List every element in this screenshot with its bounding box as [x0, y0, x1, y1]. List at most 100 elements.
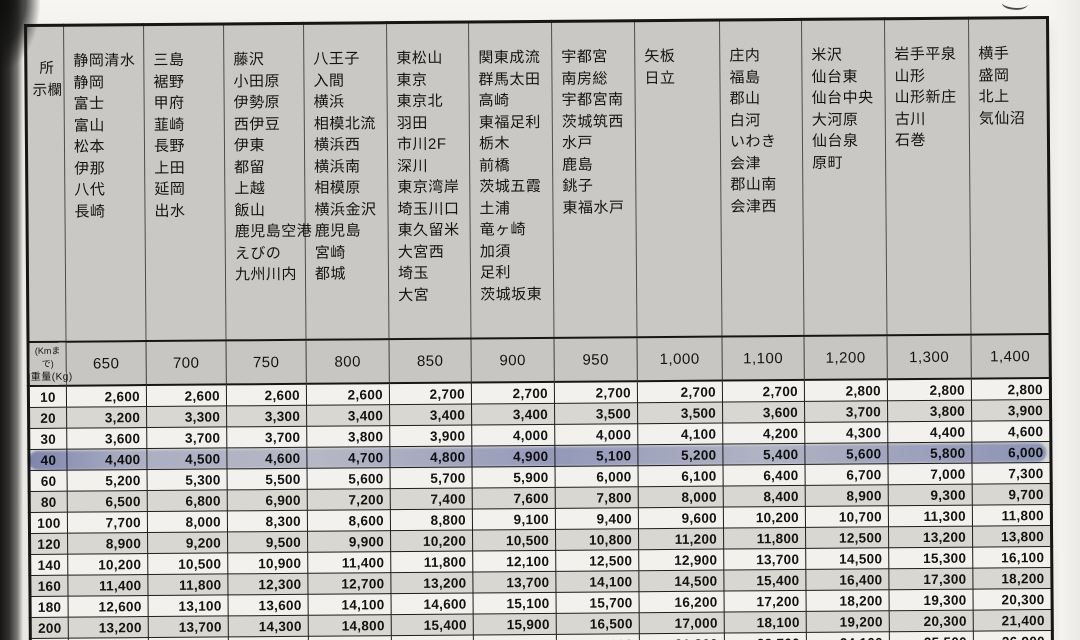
distance-header-cell: 950 — [553, 337, 638, 382]
rate-cell: 3,400 — [471, 403, 555, 426]
rate-cell: 12,600 — [68, 595, 149, 618]
distance-header-cell: 900 — [470, 337, 555, 383]
station-name: 静岡 — [73, 73, 105, 92]
rate-cell: 14,800 — [308, 614, 392, 637]
rate-cell: 9,900 — [307, 530, 391, 553]
station-name: 山形新庄 — [894, 88, 957, 107]
rate-cell: 7,200 — [307, 488, 391, 511]
rate-cell: 5,900 — [472, 466, 556, 489]
distance-header-cell: 800 — [306, 339, 390, 384]
station-column-0: 静岡清水 静岡 富士 富山 松本 伊那 八代 長崎 — [63, 24, 147, 342]
station-name: 茨城筑西 — [561, 112, 624, 131]
rate-cell: 2,700 — [389, 382, 472, 405]
distance-header-cell: 1,300 — [886, 334, 972, 380]
station-name: 上越 — [234, 180, 266, 198]
station-name: 横浜 — [313, 93, 345, 111]
station-name: 都留 — [234, 158, 266, 176]
rate-cell: 2,800 — [804, 379, 888, 402]
rate-cell: 15,400 — [391, 614, 474, 636]
rate-cell: 15,100 — [472, 592, 557, 615]
rate-cell: 5,200 — [637, 444, 724, 466]
rate-cell: 15,400 — [723, 569, 806, 592]
rate-cell: 9,400 — [555, 507, 639, 530]
rate-cell: 19,800 — [473, 634, 557, 640]
rate-cell: 3,400 — [389, 404, 472, 426]
rate-cell: 3,900 — [389, 425, 472, 447]
station-name: 埼玉 — [397, 264, 430, 283]
station-name: 福島 — [729, 68, 761, 86]
distance-header-cell: 1,100 — [721, 335, 805, 381]
rate-cell: 13,100 — [148, 594, 229, 617]
station-name: 足利 — [479, 264, 512, 282]
station-column-2: 藤沢 小田原 伊勢原 西伊豆 伊東 都留 上越 飯山 鹿児島空港 えびの 九州川内 — [223, 23, 313, 341]
distance-header-cell: 750 — [226, 339, 307, 385]
station-name: 米沢 — [811, 46, 843, 64]
station-name: 郡山南 — [730, 176, 777, 194]
rate-cell: 3,200 — [66, 406, 147, 429]
station-name: 三島 — [153, 51, 185, 69]
rate-cell: 7,700 — [67, 511, 148, 534]
rate-cell: 16,400 — [805, 568, 889, 591]
station-column-1: 三島 裾野 甲府 韮崎 長野 上田 延岡 出水 — [143, 23, 227, 342]
station-name: 裾野 — [153, 73, 185, 91]
weight-label-20: 20 — [28, 407, 67, 429]
rate-cell: 14,500 — [638, 570, 724, 592]
rate-cell: 18,200 — [972, 567, 1052, 590]
station-name: 九州川内 — [234, 265, 298, 284]
rate-cell: 17,000 — [639, 612, 725, 634]
rate-cell: 12,100 — [472, 550, 556, 573]
rate-cell: 20,300 — [972, 588, 1053, 611]
distance-header-cell: 1,200 — [803, 335, 888, 380]
rate-cell: 2,600 — [226, 383, 307, 406]
station-column-10: 岩手平泉 山形 山形新庄 古川 石巻 — [884, 18, 971, 336]
station-header-row: 所示欄 静岡清水 静岡 富士 富山 松本 伊那 八代 長崎 三島 裾野 甲府 韮崎 長野 上田 延岡 出水 藤沢小… — [25, 17, 1050, 342]
rate-cell: 19,100 — [391, 635, 474, 640]
rate-cell: 10,900 — [227, 552, 308, 574]
rate-cell: 7,000 — [887, 463, 973, 485]
station-name: 矢板 — [644, 47, 676, 66]
rate-cell: 3,500 — [554, 402, 638, 425]
rate-cell: 7,300 — [971, 462, 1052, 485]
station-name: 庄内 — [729, 47, 761, 65]
rate-cell: 10,700 — [805, 505, 889, 528]
station-name: 大河原 — [811, 110, 859, 129]
station-name: えびの — [234, 244, 282, 262]
rate-cell: 5,300 — [147, 468, 228, 491]
rate-cell: 3,900 — [971, 399, 1051, 422]
station-name: 東福足利 — [478, 113, 541, 131]
rate-cell: 24,100 — [806, 631, 890, 640]
rate-cell: 2,700 — [554, 381, 638, 404]
rate-cell: 3,800 — [887, 400, 972, 422]
station-name: 伊那 — [74, 159, 106, 178]
rate-cell: 9,700 — [972, 483, 1052, 506]
rate-cell: 9,100 — [472, 508, 556, 531]
rate-cell: 10,200 — [67, 553, 148, 576]
rate-cell: 11,800 — [723, 527, 806, 550]
station-name: 会津 — [730, 154, 762, 172]
weight-unit-label: 重量(Kg) — [30, 371, 73, 383]
pen-mark — [1001, 0, 1029, 12]
station-name: 古川 — [894, 110, 926, 128]
rate-cell: 2,700 — [471, 381, 555, 405]
station-name: 郡山 — [729, 90, 761, 108]
rate-cell: 16,100 — [972, 546, 1052, 569]
rate-cell: 13,200 — [390, 572, 473, 594]
station-name: 富山 — [73, 116, 105, 135]
freight-rate-table: 所示欄 静岡清水 静岡 富士 富山 松本 伊那 八代 長崎 三島 裾野 甲府 韮崎 長野 上田 延岡 出水 藤沢小… — [24, 15, 1055, 640]
station-column-3: 八王子 入間 横浜 相模北流 横浜西 横浜南 相模原 横浜金沢 鹿児島 宮崎 都城 — [303, 22, 390, 340]
rate-cell: 8,900 — [67, 532, 148, 555]
station-name: 横手 — [978, 45, 1010, 63]
station-name: 宇都宮 — [561, 48, 608, 66]
rate-cell: 7,400 — [390, 488, 473, 510]
station-name: 銚子 — [562, 177, 594, 195]
rate-cell: 13,200 — [888, 526, 973, 548]
rate-cell: 16,200 — [638, 591, 725, 613]
rate-cell: 4,900 — [471, 445, 556, 468]
rate-cell: 2,600 — [146, 384, 227, 407]
rate-cell: 6,000 — [555, 465, 639, 488]
rate-cell: 2,800 — [887, 378, 972, 401]
station-name: 鹿児島空港 — [234, 222, 313, 241]
station-name: 甲府 — [153, 94, 185, 112]
station-name: 盛岡 — [978, 66, 1010, 85]
rate-cell: 5,500 — [227, 468, 308, 490]
